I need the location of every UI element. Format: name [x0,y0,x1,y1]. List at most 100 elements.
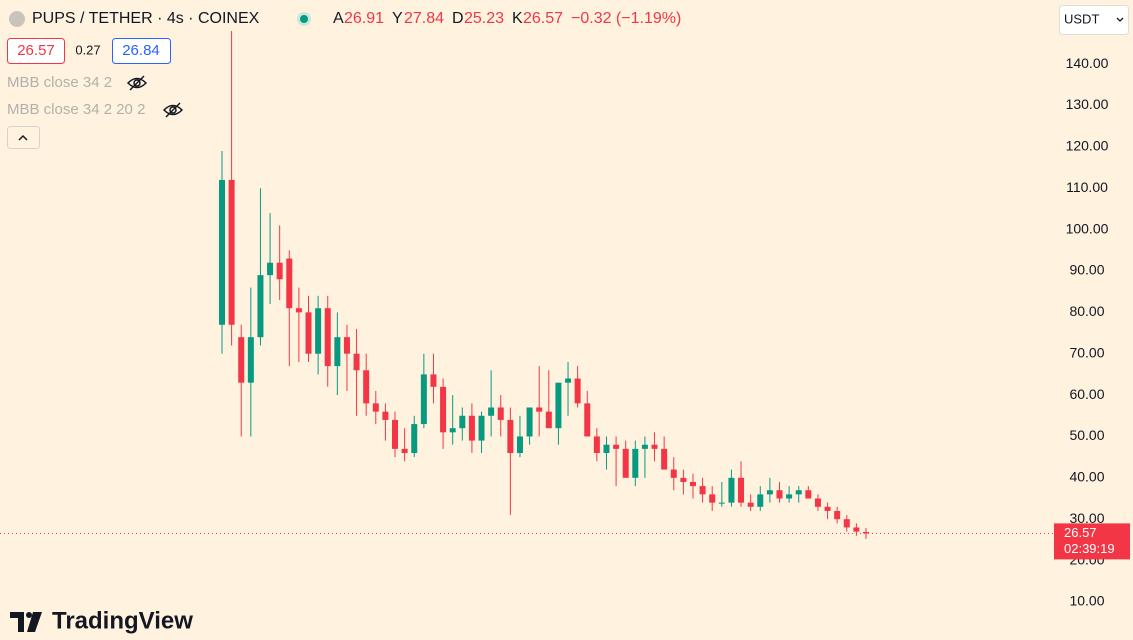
dropdown-icon [1116,17,1124,22]
indicator-label: MBB close 34 2 20 2 [7,101,145,118]
y-tick-label: 120.00 [1066,138,1109,154]
candle-body [267,262,274,276]
candle-body [834,510,841,520]
ohlc-value: 25.23 [464,10,504,27]
ohlc-value: 27.84 [404,10,444,27]
candle-body [709,494,716,503]
candle-body [392,419,399,449]
candle-body [843,519,850,528]
y-tick-label: 50.00 [1069,427,1104,443]
y-tick-label: 90.00 [1069,262,1104,278]
hide-icon[interactable] [126,75,148,91]
y-tick-label: 80.00 [1069,303,1104,319]
candle-body [507,419,514,454]
y-tick-label: 140.00 [1066,55,1109,71]
candle-body [353,353,360,371]
currency-select[interactable] [1059,5,1129,35]
candle-body [334,337,341,367]
y-tick-label: 110.00 [1066,179,1108,195]
candle-body [372,403,379,412]
candle-body [526,407,533,437]
candle-body [343,337,350,354]
y-tick-label: 100.00 [1066,220,1109,236]
candle-body [584,403,591,437]
candle-body [728,477,735,503]
ohlc-label: K [512,10,523,27]
candle-body [738,477,745,503]
candle-body [516,436,523,454]
candle-body [670,469,677,478]
collapse-icon [18,134,28,141]
candle-body [478,415,485,441]
candle-body [420,374,427,425]
candle-body [497,407,504,420]
candle-body [651,444,658,449]
candle-body [766,490,773,495]
candle-body [863,531,869,534]
candle-body [295,308,302,313]
change: −0.32 (−1.19%) [571,10,681,27]
candle-body [315,308,322,354]
candle-body [814,498,821,507]
candle-body [718,502,725,504]
candle-body [324,308,331,367]
candle-body [257,275,264,338]
chart-title: PUPS / TETHER · 4s · COINEX [32,10,260,27]
candle-body [430,374,437,387]
candle-body [776,490,783,499]
candle-body [459,415,466,429]
hide-icon[interactable] [162,102,184,118]
candle-body [603,444,610,454]
price-tag-label: 26.57 [1064,525,1097,540]
candle-body [238,337,245,383]
spread: 0.27 [75,42,100,57]
candle-body [613,444,620,449]
y-tick-label: 10.00 [1069,593,1104,609]
bid: 26.57 [17,42,55,59]
currency: USDT [1064,11,1099,26]
candle-body [286,258,293,309]
candle-body [382,411,389,420]
candle-body [449,428,456,433]
logo-text: TradingView [52,607,193,634]
candle-body [488,407,495,416]
candle-body [555,382,562,429]
candle-body [661,448,668,470]
ohlc-label: A [333,10,344,27]
candle-body [805,490,812,499]
symbol-icon [9,11,25,27]
ask: 26.84 [122,42,160,59]
candle-body [574,378,581,404]
y-tick-label: 40.00 [1069,469,1104,485]
candle-body [853,527,860,532]
candle-body [536,407,543,412]
candle-body [622,448,629,478]
ohlc-value: 26.57 [523,10,563,27]
candle-body [440,386,447,433]
candle-body [593,436,600,454]
ask-box[interactable] [112,38,171,64]
y-tick-label: 30.00 [1069,510,1104,526]
candle-body [824,506,831,511]
candle-body [795,490,802,495]
indicator-label: MBB close 34 2 [7,74,112,91]
bid-box[interactable] [7,38,65,64]
candle-body [468,415,475,441]
candle-body [786,494,793,499]
candle-body [632,448,639,478]
candle-body [680,477,687,482]
candle-body [219,179,225,325]
y-tick-label: 130.00 [1066,96,1109,112]
countdown: 02:39:19 [1064,541,1115,556]
candle-body [305,312,312,354]
candle-body [228,179,235,325]
ohlc-value: 26.91 [344,10,384,27]
candle-body [757,494,764,507]
candle-body [689,481,696,487]
candle-body [641,444,648,449]
candle-body [363,370,370,404]
status-dot [300,15,308,23]
price-tag [1054,523,1130,560]
